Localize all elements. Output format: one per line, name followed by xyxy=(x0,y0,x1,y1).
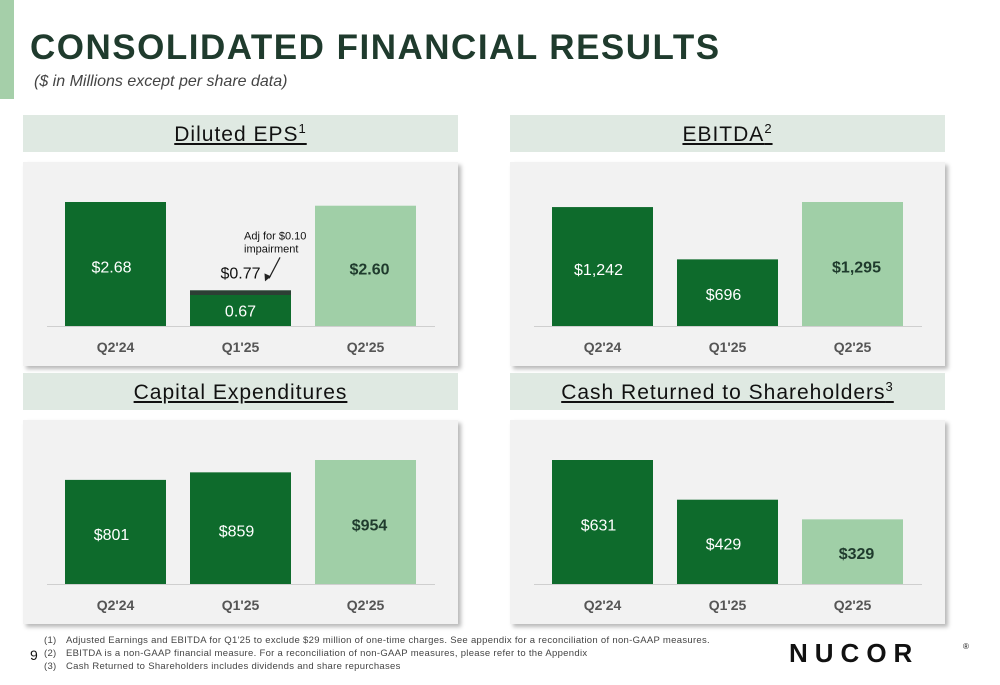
chart-title-footnote-ref: 3 xyxy=(885,378,894,394)
data-label: $859 xyxy=(219,523,255,540)
annotation-arrow xyxy=(268,257,281,279)
bar xyxy=(65,202,166,326)
data-label: $2.68 xyxy=(91,259,131,276)
data-label: $954 xyxy=(352,517,388,534)
chart-header-capital-expenditures: Capital Expenditures xyxy=(23,373,458,410)
logo-text: NUCOR xyxy=(789,640,919,666)
bar xyxy=(315,460,416,584)
x-tick-label: Q2'24 xyxy=(97,339,135,355)
data-label: $329 xyxy=(839,546,875,563)
impairment-segment xyxy=(190,290,291,295)
x-tick-label: Q2'25 xyxy=(347,597,385,613)
chart-title-footnote-ref: 1 xyxy=(298,120,307,136)
x-tick-label: Q2'24 xyxy=(584,597,622,613)
data-label: $2.60 xyxy=(349,261,389,278)
annotation-arrowhead xyxy=(264,273,271,282)
chart-panel-cash-returned: Q2'24 $631 Q1'25 $429 Q2'25 $329 xyxy=(510,420,945,624)
chart-diluted-eps: Q2'24 $2.68 Q1'25 0.67 $0.77 Adj for $0.10 imp… xyxy=(47,202,435,355)
bar xyxy=(802,202,903,326)
bar xyxy=(315,205,416,326)
bar xyxy=(552,460,653,584)
chart-title: Capital Expenditures xyxy=(133,380,348,404)
footnote: (2) EBITDA is a non-GAAP financial measur… xyxy=(44,648,588,659)
x-tick-label: Q1'25 xyxy=(709,597,747,613)
data-label: $1,242 xyxy=(574,262,623,279)
data-label: $1,295 xyxy=(832,259,881,276)
annotation: Adj for $0.10 impairment xyxy=(244,230,306,255)
chart-title: Cash Returned to Shareholders xyxy=(561,380,886,404)
footnotes: (1) Adjusted Earnings and EBITDA for Q1'2… xyxy=(44,634,710,673)
chart-header-cash-returned: Cash Returned to Shareholders3 xyxy=(510,373,945,410)
bar xyxy=(65,479,166,584)
chart-panel-ebitda: Q2'24 $1,242 Q1'25 $696 Q2'25 $1,295 xyxy=(510,162,945,366)
bar xyxy=(190,472,291,584)
page-title: CONSOLIDATED FINANCIAL RESULTS xyxy=(30,28,721,67)
x-tick-label: Q2'24 xyxy=(584,339,622,355)
x-tick-label: Q2'24 xyxy=(97,597,135,613)
chart-title: Diluted EPS xyxy=(174,122,299,146)
registered-mark: ® xyxy=(963,642,969,651)
footnote: (1) Adjusted Earnings and EBITDA for Q1'2… xyxy=(44,635,710,646)
x-tick-label: Q1'25 xyxy=(222,339,260,355)
bar xyxy=(190,290,291,326)
bar xyxy=(802,519,903,584)
x-tick-label: Q2'25 xyxy=(834,339,872,355)
x-tick-label: Q1'25 xyxy=(222,597,260,613)
x-tick-label: Q2'25 xyxy=(834,597,872,613)
page-number: 9 xyxy=(30,647,38,663)
chart-title: EBITDA xyxy=(682,122,765,146)
chart-panel-capital-expenditures: Q2'24 $801 Q1'25 $859 Q2'25 $954 xyxy=(23,420,458,624)
x-tick-label: Q2'25 xyxy=(347,339,385,355)
chart-header-diluted-eps: Diluted EPS1 xyxy=(23,115,458,152)
bar xyxy=(677,499,778,584)
chart-cash-returned: Q2'24 $631 Q1'25 $429 Q2'25 $329 xyxy=(534,460,922,613)
bar xyxy=(677,259,778,326)
chart-header-ebitda: EBITDA2 xyxy=(510,115,945,152)
accent-bar xyxy=(0,0,14,99)
bar-base-label: 0.67 xyxy=(225,304,256,321)
chart-panel-diluted-eps: Q2'24 $2.68 Q1'25 0.67 $0.77 Adj for $0.10 imp… xyxy=(23,162,458,366)
data-label: $0.77 xyxy=(220,265,260,282)
data-label: $801 xyxy=(94,527,130,544)
footnote: (3) Cash Returned to Shareholders include… xyxy=(44,661,401,672)
nucor-logo: NUCOR ® xyxy=(789,640,969,666)
chart-capital-expenditures: Q2'24 $801 Q1'25 $859 Q2'25 $954 xyxy=(47,460,435,613)
data-label: $696 xyxy=(706,287,742,304)
bar xyxy=(552,207,653,326)
page-subtitle: ($ in Millions except per share data) xyxy=(34,73,288,90)
chart-title-footnote-ref: 2 xyxy=(764,120,773,136)
x-tick-label: Q1'25 xyxy=(709,339,747,355)
data-label: $429 xyxy=(706,537,742,554)
data-label: $631 xyxy=(581,517,617,534)
chart-ebitda: Q2'24 $1,242 Q1'25 $696 Q2'25 $1,295 xyxy=(534,202,922,355)
